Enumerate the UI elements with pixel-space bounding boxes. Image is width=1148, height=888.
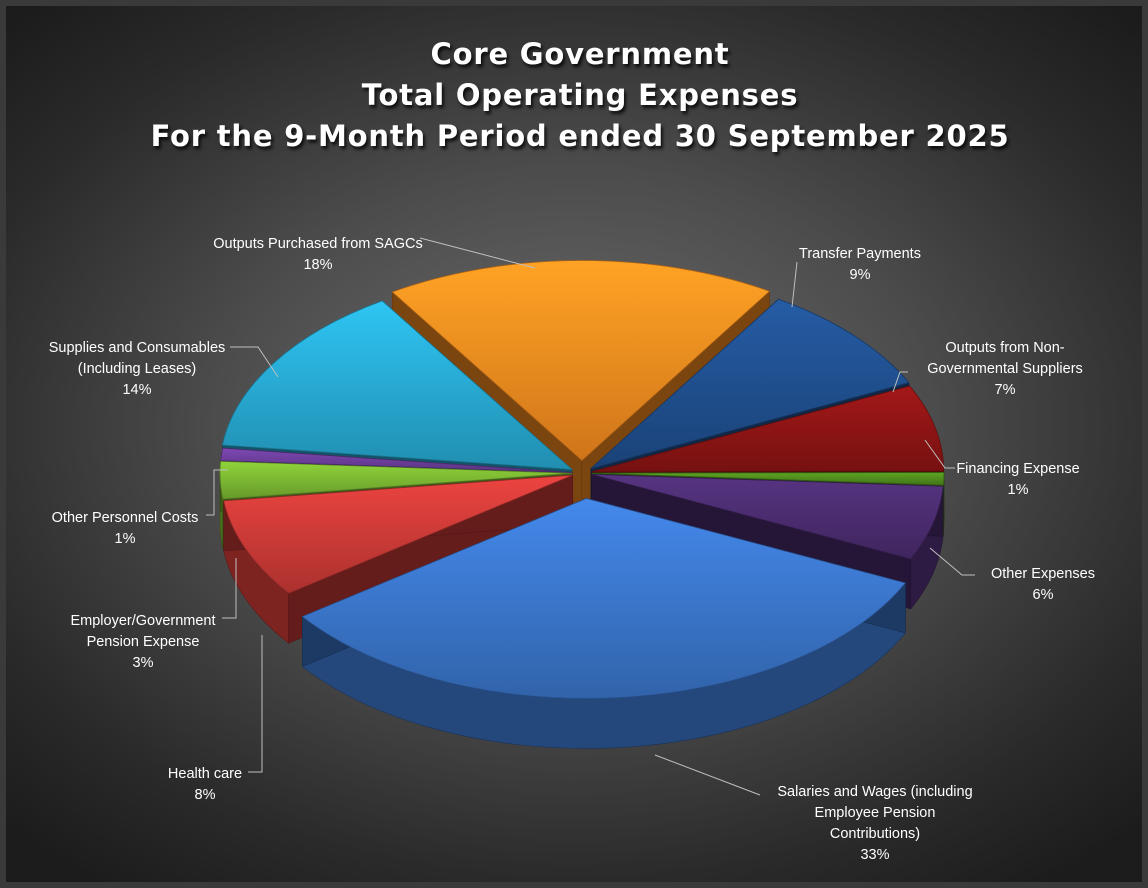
leader-line-8 <box>924 439 955 469</box>
slice-percent: 33% <box>860 847 889 863</box>
leader-line-4 <box>230 346 279 378</box>
chart-title: Core Government Total Operating Expenses… <box>6 34 1142 157</box>
slice-label-line: Transfer Payments <box>799 246 921 262</box>
slice-label-7: Outputs from Non- Governmental Suppliers 7… <box>927 340 1083 398</box>
slice-label-line: Outputs from Non- <box>945 340 1064 356</box>
slice-percent: 3% <box>133 655 154 671</box>
slice-percent: 7% <box>995 382 1016 398</box>
slice-label-line: Salaries and Wages (including <box>777 784 972 800</box>
slice-label-1: Health care 8% <box>168 766 242 803</box>
pie-slice-outputs-from-non-governmental-suppliers[interactable] <box>591 385 945 473</box>
pie-slice-supplies-and-consumables-including-leases[interactable] <box>221 300 573 470</box>
leader-line-1 <box>248 635 263 773</box>
slice-label-line: Other Expenses <box>991 566 1095 582</box>
slice-label-line: Financing Expense <box>956 461 1079 477</box>
chart-title-line-1: Core Government <box>430 37 730 71</box>
pie-slice-outputs-purchased-from-sagcs[interactable] <box>391 260 771 462</box>
slice-label-line: Outputs Purchased from SAGCs <box>213 236 423 252</box>
pie-slice-employer-government-pension-expense[interactable] <box>219 460 573 500</box>
slice-percent: 14% <box>122 382 151 398</box>
slice-label-line: Health care <box>168 766 242 782</box>
slice-label-line: Supplies and Consumables <box>49 340 226 356</box>
leader-line-7 <box>892 371 908 393</box>
slice-label-6: Transfer Payments 9% <box>799 246 921 283</box>
leader-line-3 <box>206 469 228 516</box>
slice-label-4: Supplies and Consumables (Including Lease… <box>49 340 226 398</box>
slice-percent: 1% <box>115 531 136 547</box>
chart-title-line-2: Total Operating Expenses <box>361 78 799 112</box>
slice-label-5: Outputs Purchased from SAGCs 18% <box>213 236 423 273</box>
slice-label-line: Other Personnel Costs <box>52 510 199 526</box>
slice-label-line: Governmental Suppliers <box>927 361 1083 377</box>
slice-percent: 6% <box>1033 587 1054 603</box>
slice-percent: 9% <box>850 267 871 283</box>
pie-slice-salaries-and-wages-including-employee-pension-contributions[interactable] <box>301 498 907 699</box>
slice-percent: 1% <box>1008 482 1029 498</box>
pie-slice-health-care[interactable] <box>223 474 573 594</box>
slice-label-line: Contributions) <box>830 826 920 842</box>
slice-label-line: Employer/Government <box>70 613 215 629</box>
slice-label-line: Pension Expense <box>87 634 200 650</box>
slice-percent: 8% <box>195 787 216 803</box>
slice-label-line: Employee Pension <box>815 805 936 821</box>
pie-slice-other-personnel-costs[interactable] <box>220 447 573 473</box>
leader-line-6 <box>791 261 798 308</box>
leader-line-2 <box>222 558 237 619</box>
slice-label-9: Other Expenses 6% <box>991 566 1095 603</box>
pie-slice-transfer-payments[interactable] <box>590 298 910 469</box>
pie-slice-other-expenses[interactable] <box>591 473 944 560</box>
slice-label-line: (Including Leases) <box>78 361 197 377</box>
slice-label-3: Other Personnel Costs 1% <box>52 510 199 547</box>
slice-percent: 18% <box>303 257 332 273</box>
slice-label-0: Salaries and Wages (including Employee Pe… <box>777 784 972 863</box>
chart-title-line-3: For the 9-Month Period ended 30 Septembe… <box>150 119 1010 153</box>
leader-line-0 <box>654 754 761 796</box>
leader-line-9 <box>929 547 975 576</box>
slice-label-2: Employer/Government Pension Expense 3% <box>70 613 215 671</box>
pie-slice-financing-expense[interactable] <box>591 472 945 486</box>
leader-line-5 <box>419 237 536 269</box>
slice-label-8: Financing Expense 1% <box>956 461 1079 498</box>
